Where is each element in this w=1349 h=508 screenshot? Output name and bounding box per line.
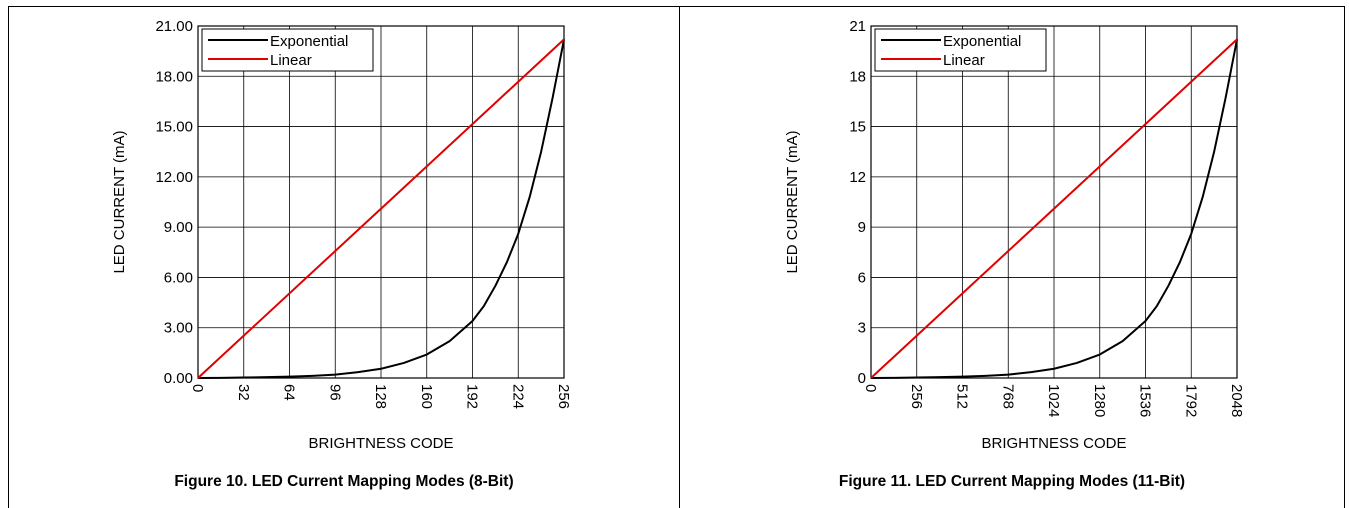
- chart0-xtick-label-0: 0: [189, 384, 206, 392]
- chart0-legend-box: [201, 28, 374, 72]
- chart0-ytick-label-7: 21.00: [155, 18, 193, 35]
- chart1-legend-label-linear: Linear: [943, 52, 985, 69]
- chart0-ytick-label-1: 3.00: [164, 320, 193, 337]
- figure-11-panel: 0 3 6 9 12 15 18 21 0 256 512 768 1024 1280 1536 1792 20…: [679, 6, 1345, 508]
- chart0-legend: Exponential Linear: [201, 28, 374, 72]
- chart0-ytick-label-5: 15.00: [155, 119, 193, 136]
- chart1-ytick-label-4: 12: [849, 169, 866, 186]
- chart1-legend-label-exponential: Exponential: [943, 33, 1021, 50]
- chart0-ytick-label-6: 18.00: [155, 68, 193, 85]
- chart0-legend-label-exponential: Exponential: [270, 33, 348, 50]
- chart1-xtick-label-2: 512: [954, 384, 971, 409]
- chart0-xtick-label-5: 160: [418, 384, 435, 409]
- chart1-ytick-label-0: 0: [858, 370, 866, 387]
- chart1-xtick-label-6: 1536: [1137, 384, 1154, 417]
- chart1-ytick-label-2: 6: [858, 269, 866, 286]
- chart1-ytick-label-6: 18: [849, 68, 866, 85]
- chart0-xtick-label-6: 192: [464, 384, 481, 409]
- chart0-ytick-label-3: 9.00: [164, 219, 193, 236]
- chart1-ytick-label-3: 9: [858, 219, 866, 236]
- chart0-xtick-label-4: 128: [372, 384, 389, 409]
- chart1-legend-box: [874, 28, 1047, 72]
- chart0-plot-frame: [197, 25, 565, 379]
- chart1-xtick-label-5: 1280: [1091, 384, 1108, 417]
- figure-10-panel: 0.00 3.00 6.00 9.00 12.00 15.00 18.00 21.00 0 32 6…: [8, 6, 679, 508]
- chart0-series-exponential: [197, 39, 565, 379]
- chart1-xtick-label-3: 768: [999, 384, 1016, 409]
- figure-10-caption: Figure 10. LED Current Mapping Modes (8-…: [174, 473, 514, 490]
- figure-11-chart: 0 3 6 9 12 15 18 21 0 256 512 768 1024 1280 1536 1792 20…: [784, 18, 1245, 452]
- chart1-ytick-label-7: 21: [849, 18, 866, 35]
- chart1-xtick-label-1: 256: [908, 384, 925, 409]
- chart0-y-axis-label: LED CURRENT (mA): [111, 130, 128, 273]
- chart0-ytick-label-4: 12.00: [155, 169, 193, 186]
- chart1-y-axis-label: LED CURRENT (mA): [784, 130, 801, 273]
- chart0-grid: [197, 25, 565, 379]
- chart0-ytick-label-2: 6.00: [164, 269, 193, 286]
- figure-11-caption: Figure 11. LED Current Mapping Modes (11…: [838, 473, 1186, 490]
- chart1-xtick-label-0: 0: [862, 384, 879, 392]
- chart1-x-axis-label: BRIGHTNESS CODE: [981, 435, 1126, 452]
- chart1-ytick-label-5: 15: [849, 119, 866, 136]
- chart1-ytick-label-1: 3: [858, 320, 866, 337]
- chart1-xtick-label-4: 1024: [1045, 384, 1062, 417]
- chart1-legend: Exponential Linear: [874, 28, 1047, 72]
- chart1-grid: [870, 25, 1238, 379]
- chart1-series-linear: [870, 38, 1238, 379]
- chart1-series-exponential: [870, 39, 1238, 379]
- chart0-xtick-label-1: 32: [235, 384, 252, 401]
- chart0-ytick-label-0: 0.00: [164, 370, 193, 387]
- figure-10-chart: 0.00 3.00 6.00 9.00 12.00 15.00 18.00 21.00 0 32 6…: [111, 18, 572, 452]
- chart1-xtick-label-7: 1792: [1182, 384, 1199, 417]
- chart0-xtick-label-7: 224: [509, 384, 526, 409]
- chart0-xtick-label-3: 96: [326, 384, 343, 401]
- chart0-series-linear: [197, 38, 565, 379]
- chart0-xtick-label-2: 64: [281, 384, 298, 401]
- chart1-xtick-label-8: 2048: [1228, 384, 1245, 417]
- chart0-xtick-label-8: 256: [555, 384, 572, 409]
- chart0-x-axis-label: BRIGHTNESS CODE: [308, 435, 453, 452]
- chart0-legend-label-linear: Linear: [270, 52, 312, 69]
- chart1-plot-frame: [870, 25, 1238, 379]
